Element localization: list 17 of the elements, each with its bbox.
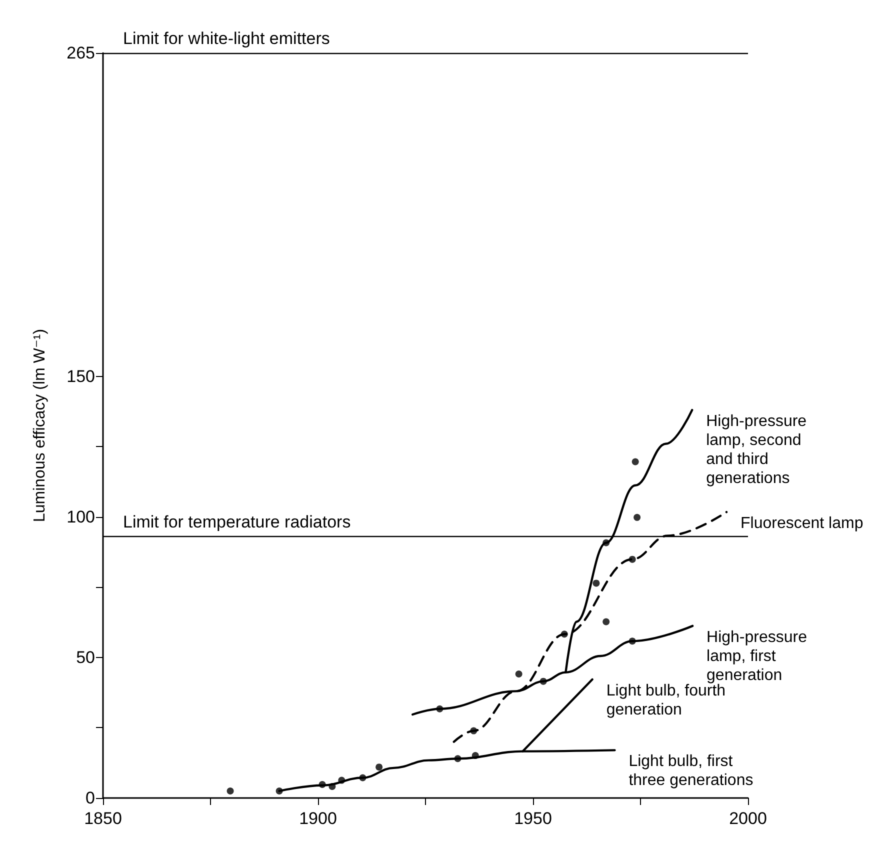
series-label: High-pressure lamp, second and third generations [706, 413, 812, 488]
series-label: Fluorescent lamp [740, 515, 864, 532]
y-tick-label: 150 [66, 366, 95, 386]
y-tick-label: 0 [86, 788, 95, 808]
y-tick-label: 100 [66, 507, 95, 526]
y-tick-label: 265 [66, 44, 95, 62]
y-axis-title: Luminous efficacy (lm W⁻¹) [32, 328, 48, 522]
y-tick-label: 50 [76, 648, 95, 667]
series-label: High-pressure lamp, first generation [706, 628, 812, 684]
ref-line-label: Limit for temperature radiators [123, 512, 351, 532]
x-tick-label: 1900 [299, 809, 337, 828]
x-tick-label: 1850 [84, 809, 122, 828]
ref-line-label: Limit for white-light emitters [123, 29, 330, 48]
series-label: Light bulb, fourth generation [606, 682, 730, 718]
x-tick-label: 1950 [514, 809, 552, 828]
series-label: Light bulb, first three generations [628, 753, 754, 790]
x-tick-label: 2000 [729, 809, 767, 828]
